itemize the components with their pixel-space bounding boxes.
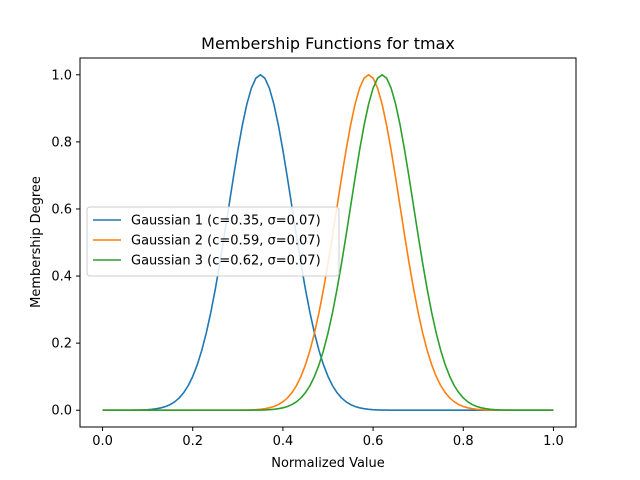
y-tick-label: 0.8 (51, 135, 72, 150)
y-tick-label: 0.0 (51, 404, 72, 419)
legend: Gaussian 1 (c=0.35, σ=0.07) Gaussian 2 (c… (86, 206, 340, 277)
chart-title: Membership Functions for tmax (201, 34, 455, 53)
x-tick-label: 1.0 (543, 434, 564, 449)
x-tick-label: 0.8 (453, 434, 474, 449)
x-axis-label: Normalized Value (271, 456, 385, 471)
legend-box (86, 206, 340, 277)
x-tick-label: 0.4 (273, 434, 294, 449)
legend-label-3: Gaussian 3 (c=0.62, σ=0.07) (131, 254, 321, 269)
legend-label-2: Gaussian 2 (c=0.59, σ=0.07) (131, 234, 321, 249)
series-line-1 (102, 73, 554, 412)
y-tick-label: 0.6 (51, 202, 72, 217)
legend-label-1: Gaussian 1 (c=0.35, σ=0.07) (131, 214, 321, 229)
x-tick-label: 0.2 (182, 434, 203, 449)
x-axis: 0.0 0.2 0.4 0.6 0.8 1.0 (92, 427, 564, 449)
y-tick-label: 1.0 (51, 68, 72, 83)
y-tick-label: 0.4 (51, 270, 72, 285)
x-tick-label: 0.6 (363, 434, 384, 449)
series-line-3 (102, 73, 554, 412)
y-axis-label: Membership Degree (29, 176, 44, 308)
x-tick-label: 0.0 (92, 434, 113, 449)
axes-frame (79, 57, 577, 428)
y-axis: 0.0 0.2 0.4 0.6 0.8 1.0 (51, 68, 80, 419)
y-tick-label: 0.2 (51, 337, 72, 352)
